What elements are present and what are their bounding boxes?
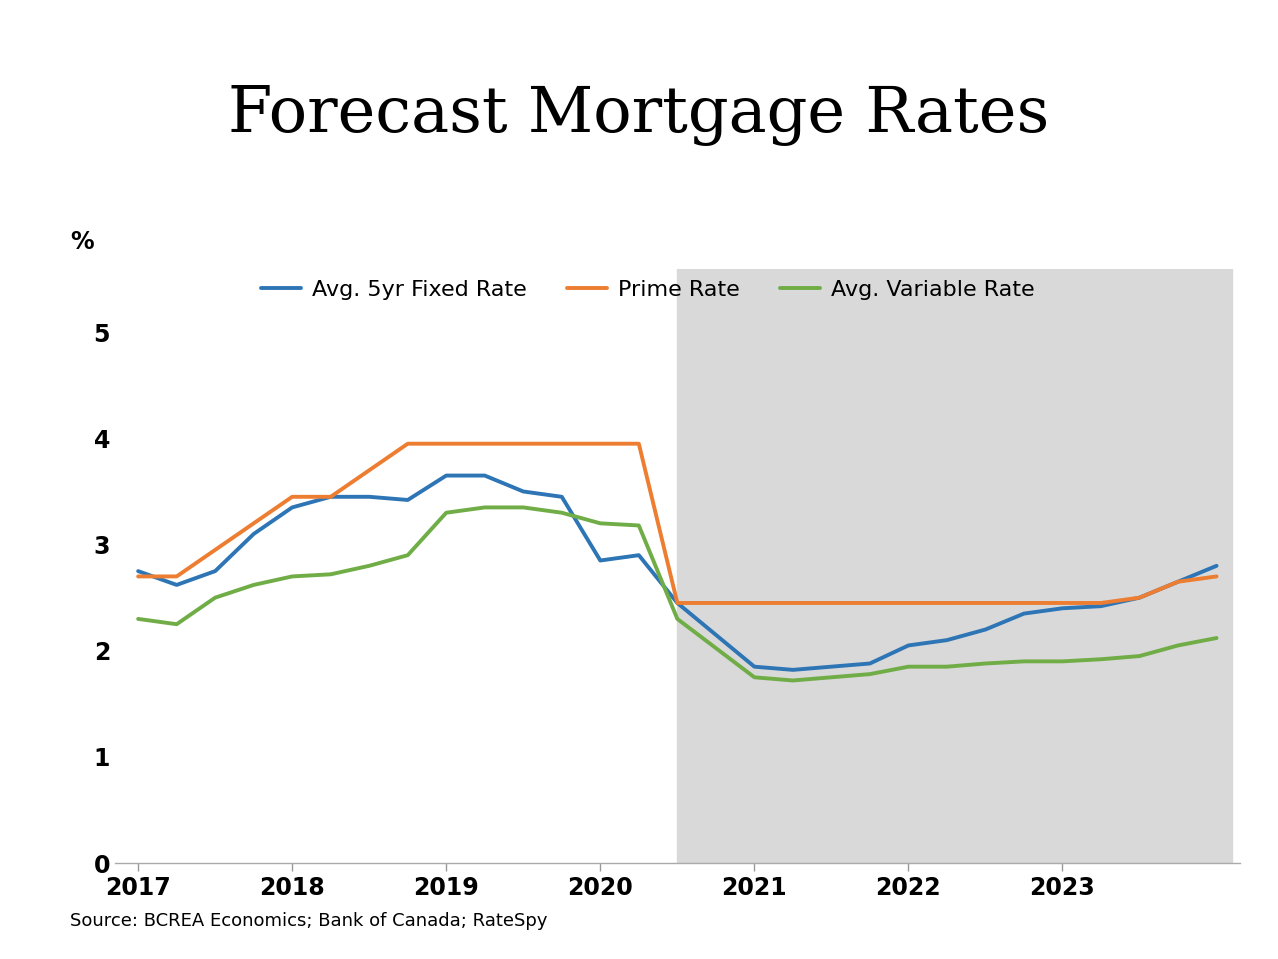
Avg. Variable Rate [1171,640,1186,651]
Avg. Variable Rate [901,661,916,672]
Text: %: % [70,230,93,254]
Prime Rate [670,597,685,609]
Avg. Variable Rate [593,518,608,529]
Bar [677,269,1232,863]
Avg. Variable Rate [785,675,800,687]
Prime Rate [1132,592,1148,603]
Avg. 5yr Fixed Rate [1094,600,1109,612]
Line: Prime Rate: Prime Rate [138,444,1217,603]
Avg. Variable Rate [362,560,377,572]
Text: Source: BCREA Economics; Bank of Canada; RateSpy: Source: BCREA Economics; Bank of Canada;… [70,912,548,930]
Avg. 5yr Fixed Rate [824,661,840,672]
Avg. 5yr Fixed Rate [245,528,261,540]
Avg. Variable Rate [1016,656,1031,667]
Prime Rate [207,544,222,555]
Prime Rate [1094,597,1109,609]
Avg. Variable Rate [1054,656,1070,667]
Avg. Variable Rate [1094,653,1109,665]
Avg. 5yr Fixed Rate [207,566,222,577]
Avg. 5yr Fixed Rate [670,597,685,609]
Avg. 5yr Fixed Rate [593,554,608,566]
Avg. 5yr Fixed Rate [438,470,454,481]
Avg. Variable Rate [477,502,492,513]
Line: Avg. 5yr Fixed Rate: Avg. 5yr Fixed Rate [138,476,1217,669]
Avg. Variable Rate [863,668,878,680]
Prime Rate [555,438,570,450]
Avg. Variable Rate [285,571,300,582]
Prime Rate [285,491,300,503]
Prime Rate [1054,597,1070,609]
Prime Rate [515,438,530,450]
Prime Rate [400,438,415,450]
Avg. 5yr Fixed Rate [1209,560,1224,572]
Avg. 5yr Fixed Rate [362,491,377,503]
Avg. 5yr Fixed Rate [978,623,993,635]
Avg. 5yr Fixed Rate [939,635,955,646]
Avg. 5yr Fixed Rate [323,491,339,503]
Avg. 5yr Fixed Rate [863,658,878,669]
Avg. 5yr Fixed Rate [901,640,916,651]
Prime Rate [169,571,184,582]
Avg. Variable Rate [631,520,647,531]
Prime Rate [978,597,993,609]
Prime Rate [785,597,800,609]
Avg. 5yr Fixed Rate [285,502,300,513]
Avg. 5yr Fixed Rate [130,566,146,577]
Prime Rate [323,491,339,503]
Prime Rate [863,597,878,609]
Avg. Variable Rate [746,671,762,683]
Avg. 5yr Fixed Rate [555,491,570,503]
Prime Rate [1016,597,1031,609]
Avg. 5yr Fixed Rate [1132,592,1148,603]
Prime Rate [477,438,492,450]
Avg. Variable Rate [555,507,570,519]
Prime Rate [593,438,608,450]
Avg. Variable Rate [978,658,993,669]
Avg. 5yr Fixed Rate [631,550,647,561]
Prime Rate [130,571,146,582]
Avg. Variable Rate [438,507,454,519]
Avg. Variable Rate [670,613,685,624]
Prime Rate [824,597,840,609]
Prime Rate [362,464,377,476]
Prime Rate [245,518,261,529]
Legend: Avg. 5yr Fixed Rate, Prime Rate, Avg. Variable Rate: Avg. 5yr Fixed Rate, Prime Rate, Avg. Va… [261,280,1035,299]
Avg. Variable Rate [400,550,415,561]
Avg. Variable Rate [939,661,955,672]
Avg. 5yr Fixed Rate [785,664,800,675]
Prime Rate [1171,576,1186,588]
Avg. Variable Rate [130,613,146,624]
Avg. 5yr Fixed Rate [515,485,530,497]
Prime Rate [901,597,916,609]
Prime Rate [631,438,647,450]
Avg. Variable Rate [323,569,339,580]
Prime Rate [438,438,454,450]
Avg. Variable Rate [824,671,840,683]
Avg. 5yr Fixed Rate [746,661,762,672]
Avg. 5yr Fixed Rate [1016,608,1031,620]
Avg. Variable Rate [1132,650,1148,662]
Prime Rate [1209,571,1224,582]
Text: Forecast Mortgage Rates: Forecast Mortgage Rates [229,84,1049,146]
Prime Rate [939,597,955,609]
Line: Avg. Variable Rate: Avg. Variable Rate [138,507,1217,681]
Avg. Variable Rate [515,502,530,513]
Avg. Variable Rate [245,579,261,591]
Avg. 5yr Fixed Rate [400,494,415,505]
Avg. Variable Rate [169,619,184,630]
Avg. 5yr Fixed Rate [1171,576,1186,588]
Avg. 5yr Fixed Rate [1054,602,1070,614]
Prime Rate [746,597,762,609]
Avg. 5yr Fixed Rate [169,579,184,591]
Avg. Variable Rate [1209,632,1224,643]
Avg. 5yr Fixed Rate [477,470,492,481]
Avg. Variable Rate [207,592,222,603]
